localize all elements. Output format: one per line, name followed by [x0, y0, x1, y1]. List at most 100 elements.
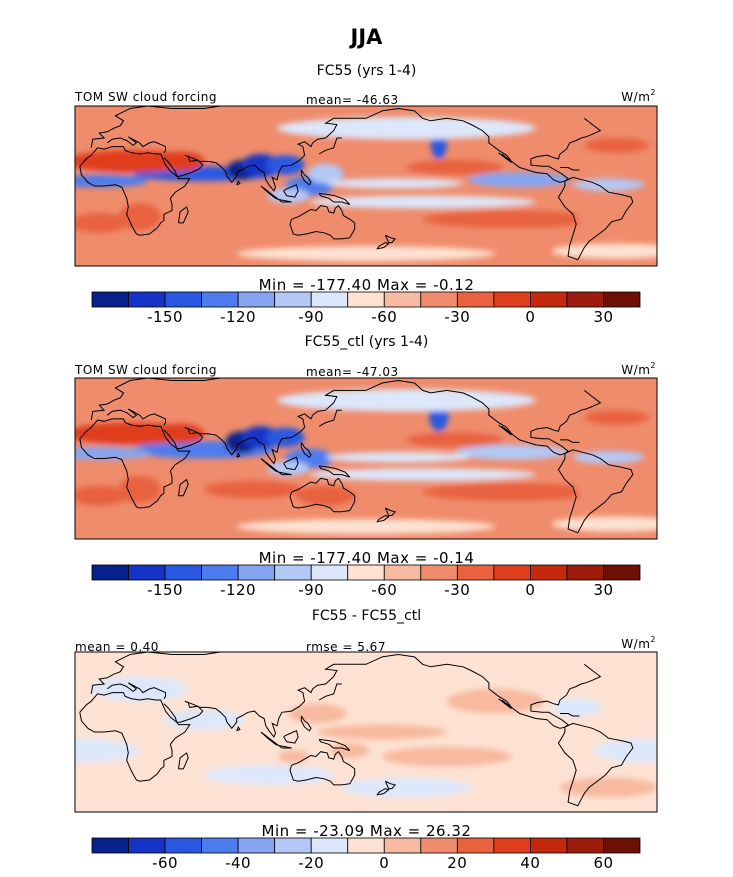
colorbar-swatch — [566, 291, 604, 308]
field-anomaly — [204, 480, 302, 499]
panel-1-title: FC55 (yrs 1-4) — [317, 63, 417, 79]
colorbar-swatch — [383, 564, 422, 581]
field-anomaly — [288, 703, 347, 724]
colorbar-swatch — [91, 837, 129, 854]
coastline-asia — [184, 653, 415, 738]
colorbar-swatch — [237, 564, 276, 581]
colorbar-swatch — [347, 291, 385, 308]
colorbar-swatch — [201, 564, 239, 581]
field-anomaly — [592, 738, 657, 763]
field-anomaly — [307, 163, 344, 184]
field-anomaly — [277, 117, 536, 140]
field-anomaly — [309, 195, 536, 209]
coastline-borneo — [283, 456, 299, 471]
field-anomaly — [204, 208, 302, 226]
field-anomaly — [75, 213, 129, 233]
panel-2-mean: mean= -47.03 — [306, 365, 399, 379]
colorbar-swatch — [128, 837, 166, 854]
coastline-arabia — [163, 700, 204, 723]
coastline-madagascar — [178, 206, 189, 224]
panel-3-colorbar: -60 -40 -20 0 20 40 60 — [91, 837, 641, 872]
coastline-srilanka — [236, 452, 241, 458]
colorbar-tick-label: 0 — [525, 581, 535, 599]
panel-3-mean: mean = 0.40 — [75, 640, 159, 654]
colorbar-swatch — [603, 564, 641, 581]
coastline-africa — [79, 146, 191, 236]
panel-1-field-label: TOM SW cloud forcing — [74, 90, 217, 104]
coastline-australia — [289, 750, 356, 786]
field-anomaly — [278, 750, 308, 763]
coastline-gulf — [498, 424, 512, 436]
coastline-samerica — [557, 722, 634, 807]
colorbar-swatch — [274, 291, 312, 308]
field-anomaly — [454, 444, 569, 460]
coastline-gulf — [498, 152, 512, 163]
panel-1-colorbar: -150 -120 -90 -60 -30 0 30 — [91, 291, 641, 326]
field-anomaly — [75, 485, 129, 506]
field-anomaly — [551, 516, 657, 532]
field-anomaly — [406, 160, 504, 175]
field-anomaly — [551, 697, 601, 718]
field-anomaly — [341, 777, 472, 798]
coastline-nz — [384, 507, 396, 516]
coastline-philippines — [300, 169, 312, 186]
field-anomaly — [236, 246, 496, 262]
colorbar-swatch — [347, 837, 385, 854]
coastline-japan — [318, 409, 342, 427]
panel-1-field — [75, 117, 657, 262]
panel-2-minmax: Min = -177.40 Max = -0.14 — [259, 549, 475, 567]
coastline-arabia — [163, 427, 204, 450]
coastline-nz2 — [376, 788, 390, 796]
coastline-asia — [184, 107, 415, 192]
colorbar-tick-label: -60 — [371, 308, 397, 326]
coastline-borneo — [283, 184, 299, 198]
coastline-europe — [90, 378, 221, 421]
panel-3-frame — [74, 651, 658, 813]
panel-3-minmax: Min = -23.09 Max = 26.32 — [262, 822, 472, 840]
colorbar-tick-label: 0 — [379, 854, 389, 872]
panel-1-units: W/m2 — [621, 88, 656, 104]
coastline-caribbean — [560, 439, 580, 443]
field-anomaly — [75, 738, 140, 763]
coastline-nz2 — [376, 242, 390, 250]
panel-3-field — [75, 676, 657, 798]
coastline-caribbean — [560, 713, 580, 717]
colorbar-tick-label: -90 — [298, 308, 324, 326]
colorbar-swatch — [128, 291, 166, 308]
colorbar-swatch — [91, 291, 129, 308]
panel-1-coastlines — [79, 106, 634, 261]
colorbar-swatch — [456, 564, 495, 581]
field-anomaly — [236, 519, 496, 534]
coastline-newguinea — [318, 738, 351, 751]
field-anomaly — [204, 765, 334, 785]
coastline-philippines — [300, 442, 312, 459]
colorbar-swatch — [530, 291, 568, 308]
colorbar-tick-label: -20 — [298, 854, 324, 872]
field-anomaly — [576, 205, 625, 228]
colorbar-tick-label: -30 — [444, 581, 470, 599]
colorbar-swatch — [164, 564, 203, 581]
coastline-japan — [318, 137, 342, 155]
coastline-caribbean — [560, 167, 580, 171]
colorbar-swatch — [456, 837, 495, 854]
colorbar-tick-label: -30 — [444, 308, 470, 326]
panel-3-coastlines — [79, 652, 634, 807]
panel-2-frame — [74, 377, 658, 540]
colorbar-swatch — [493, 564, 531, 581]
colorbar-swatch — [310, 564, 349, 581]
colorbar-swatch — [201, 291, 239, 308]
panel-3-units: W/m2 — [621, 635, 656, 651]
colorbar-swatch — [237, 291, 276, 308]
coastline-philippines — [300, 715, 312, 732]
panel-2-units: W/m2 — [621, 361, 656, 377]
field-anomaly — [560, 777, 657, 798]
coastline-asia — [184, 379, 415, 465]
field-anomaly — [277, 389, 536, 412]
coastline-australia — [289, 477, 356, 513]
field-anomaly — [309, 468, 536, 481]
field-anomaly — [118, 475, 161, 504]
coastline-madagascar — [178, 478, 189, 497]
panel-3-map — [75, 652, 657, 812]
coastline-japan — [318, 683, 342, 701]
colorbar-tick-label: -120 — [220, 308, 256, 326]
